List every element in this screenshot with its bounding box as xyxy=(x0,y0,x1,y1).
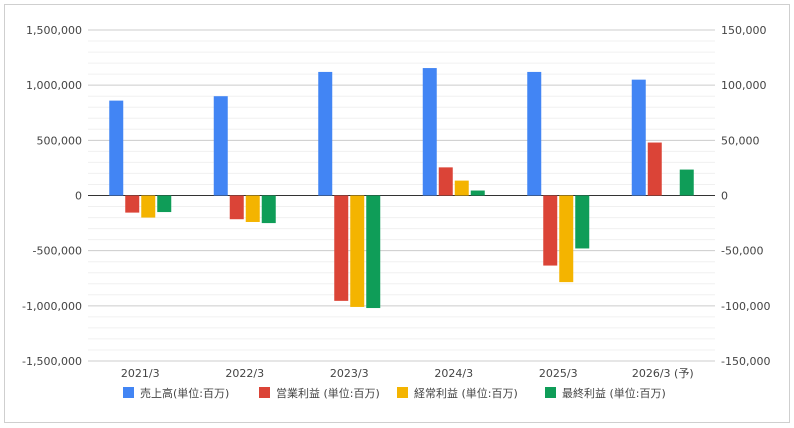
legend-swatch xyxy=(123,387,134,398)
bar xyxy=(334,195,349,301)
bar xyxy=(422,68,437,196)
left-axis-tick-label: -1,000,000 xyxy=(22,300,82,313)
bar xyxy=(679,169,694,196)
right-axis-tick-label: -100,000 xyxy=(721,300,770,313)
bar xyxy=(470,190,485,196)
bar xyxy=(229,195,244,220)
right-axis-tick-label: -50,000 xyxy=(721,245,763,258)
legend-label: 最終利益 (単位:百万) xyxy=(562,386,666,400)
bar xyxy=(366,195,381,309)
right-axis-tick-label: -150,000 xyxy=(721,355,770,368)
x-axis-tick-label: 2023/3 xyxy=(330,367,369,380)
bar xyxy=(125,195,140,213)
bar-chart: 1,500,000 1,000,000 500,000 0 -500,000 -1,000… xyxy=(22,24,770,400)
left-axis-tick-label: -1,500,000 xyxy=(22,355,82,368)
bar xyxy=(438,167,453,196)
bar xyxy=(527,71,542,196)
bar xyxy=(350,195,365,307)
left-axis-tick-label: 500,000 xyxy=(37,134,83,147)
bar xyxy=(141,195,156,218)
chart-frame: 1,500,000 1,000,000 500,000 0 -500,000 -1,000… xyxy=(4,4,790,423)
x-axis-tick-label: 2021/3 xyxy=(121,367,160,380)
right-axis-tick-label: 0 xyxy=(721,190,728,203)
x-axis-tick-label: 2024/3 xyxy=(434,367,473,380)
bar xyxy=(109,100,124,196)
left-axis-tick-label: 1,500,000 xyxy=(26,24,82,37)
right-axis-tick-label: 100,000 xyxy=(721,79,767,92)
bar xyxy=(245,195,260,222)
bar xyxy=(559,195,574,283)
left-axis-tick-label: -500,000 xyxy=(33,245,82,258)
bar xyxy=(631,79,646,196)
bar xyxy=(157,195,172,213)
legend-swatch xyxy=(545,387,556,398)
bar xyxy=(647,142,662,196)
bar xyxy=(543,195,558,266)
legend-swatch xyxy=(397,387,408,398)
legend-swatch xyxy=(259,387,270,398)
left-axis-tick-label: 1,000,000 xyxy=(26,79,82,92)
x-axis-tick-label: 2025/3 xyxy=(539,367,578,380)
x-axis-tick-label: 2022/3 xyxy=(225,367,264,380)
right-axis-tick-label: 150,000 xyxy=(721,24,767,37)
x-axis-tick-label: 2026/3 (予) xyxy=(632,367,694,380)
bar xyxy=(318,71,333,196)
bar xyxy=(454,180,469,196)
bar xyxy=(261,195,276,224)
legend-label: 営業利益 (単位:百万) xyxy=(276,386,380,400)
right-axis-tick-label: 50,000 xyxy=(721,134,760,147)
legend-label: 経常利益 (単位:百万) xyxy=(414,386,518,400)
left-axis-tick-label: 0 xyxy=(75,190,82,203)
bar xyxy=(213,96,228,196)
bar xyxy=(575,195,590,249)
legend-label: 売上高(単位:百万) xyxy=(140,386,229,400)
